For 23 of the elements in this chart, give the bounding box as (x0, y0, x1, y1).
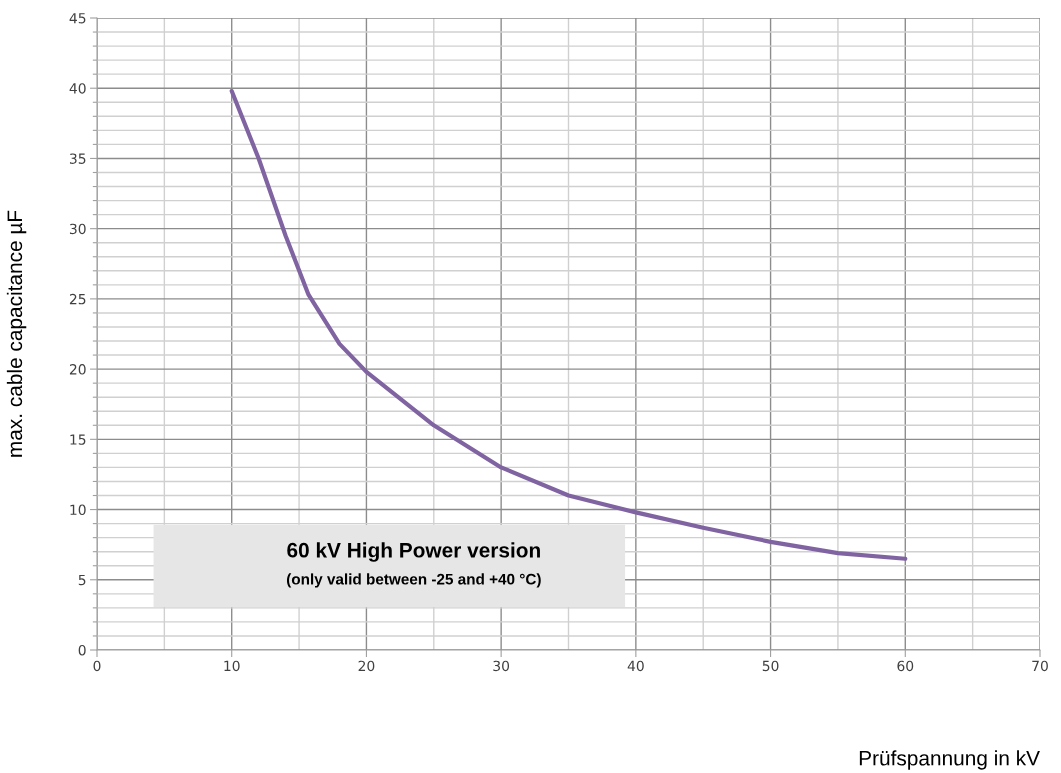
annotation: 60 kV High Power version (287, 542, 540, 562)
x-tick-label: 20 (358, 660, 375, 672)
y-tick-label: 45 (69, 13, 86, 24)
x-tick-label: 40 (627, 660, 644, 672)
y-tick-label: 25 (69, 293, 86, 305)
y-tick-label: 30 (69, 223, 86, 235)
y-tick-label: 10 (70, 504, 86, 516)
y-tick-label: 35 (69, 153, 86, 164)
x-tick-label: 0 (93, 660, 101, 672)
x-tick-label: 50 (762, 660, 779, 672)
x-tick-label: 70 (1032, 660, 1048, 672)
line-series (229, 88, 908, 561)
y-tick-label: 5 (78, 574, 86, 586)
y-axis-title: max. cable capacitance µF (6, 210, 27, 457)
annotation: (only valid between -25 and +40 °C) (286, 573, 541, 588)
x-tick-label: 30 (493, 660, 510, 672)
x-tick-label: 60 (897, 660, 914, 672)
x-tick-label: 10 (224, 660, 240, 672)
y-tick-label: 15 (70, 434, 86, 445)
y-tick-label: 0 (78, 644, 86, 656)
y-tick-label: 20 (69, 364, 86, 375)
x-axis-title: Prüfspannung in kV (859, 750, 1040, 770)
y-tick-label: 40 (69, 83, 86, 94)
